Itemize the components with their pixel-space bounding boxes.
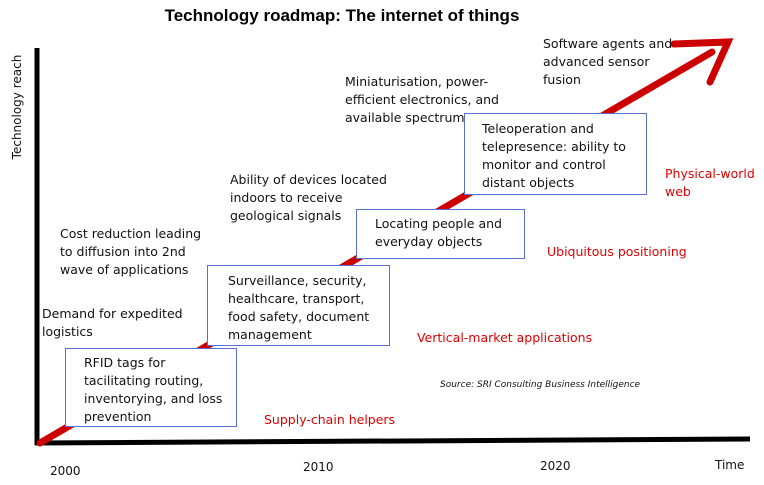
- category-physical-world-web: Physical-world web: [665, 166, 755, 199]
- x-tick-2000: 2000: [50, 464, 81, 478]
- x-tick-2010: 2010: [303, 460, 334, 474]
- driver-note-5: Software agents and advanced sensor fusi…: [543, 36, 673, 87]
- driver-note-2: Cost reduction leading to diffusion into…: [60, 226, 202, 277]
- category-vertical-market-applications: Vertical-market applications: [417, 330, 593, 345]
- trend-arrow-head: [670, 38, 734, 86]
- stage-box-rfid: RFID tags for tacilitating routing, inve…: [65, 348, 237, 427]
- x-axis: [34, 436, 751, 446]
- x-tick-2020: 2020: [540, 459, 571, 473]
- source-note: Source: SRI Consulting Business Intellig…: [440, 380, 641, 390]
- driver-note-4: Miniaturisation, power- efficient electr…: [345, 74, 499, 125]
- x-axis-label: Time: [715, 458, 745, 472]
- stage-box-teleoperation: Teleoperation and telepresence: ability …: [464, 113, 647, 195]
- driver-note-3: Ability of devices located indoors to re…: [230, 172, 387, 223]
- driver-note-1: Demand for expedited logistics: [42, 306, 183, 339]
- stage-box-surveillance: Surveillance, security, healthcare, tran…: [207, 265, 390, 346]
- stage-box-locating: Locating people and everyday objects: [356, 209, 525, 259]
- category-ubiquitous-positioning: Ubiquitous positioning: [547, 244, 687, 259]
- category-supply-chain-helpers: Supply-chain helpers: [264, 412, 396, 427]
- y-axis-label: Technology reach: [10, 54, 24, 160]
- diagram-title: Technology roadmap: The internet of thin…: [164, 6, 520, 25]
